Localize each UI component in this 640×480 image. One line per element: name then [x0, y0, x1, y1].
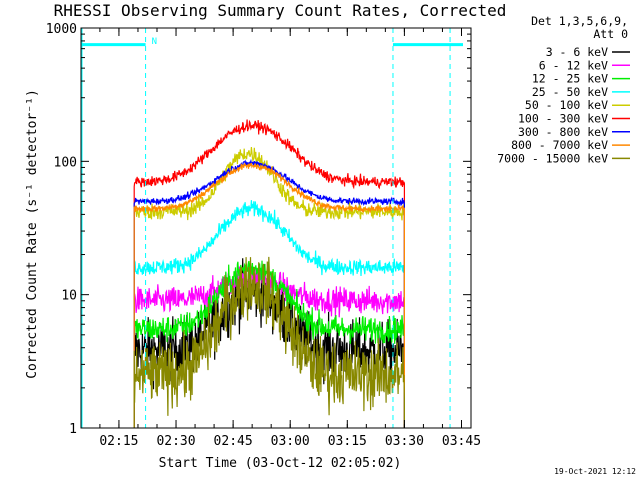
series-line-9: [133, 256, 405, 428]
legend-label-4: 25 - 50 keV: [532, 85, 608, 99]
series-line-6: [133, 119, 405, 428]
legend-label-3: 12 - 25 keV: [532, 72, 608, 86]
legend-label-6: 100 - 300 keV: [518, 112, 608, 126]
annotation-layer: N: [81, 28, 463, 428]
series-line-4: [133, 200, 405, 428]
series-line-8: [133, 162, 405, 428]
x-tick-label-5: 03:15: [328, 434, 367, 449]
plot-frame: [80, 27, 472, 429]
x-tick-label-4: 03:00: [271, 434, 310, 449]
timestamp: 19-Oct-2021 12:12: [554, 467, 636, 476]
series-layer: [133, 119, 405, 428]
y-tick-label-1: 1: [69, 422, 77, 437]
x-tick-label-3: 02:45: [214, 434, 253, 449]
series-line-7: [133, 158, 405, 428]
y-axis-label: Corrected Count Rate (s⁻¹ detector⁻¹): [25, 89, 40, 379]
x-tick-label-6: 03:30: [385, 434, 424, 449]
x-axis-label: Start Time (03-Oct-12 02:05:02): [159, 456, 402, 471]
x-tick-label-2: 02:30: [156, 434, 195, 449]
legend-label-7: 300 - 800 keV: [518, 125, 608, 139]
y-tick-label-4: 1000: [46, 22, 77, 37]
legend-header-line-1: Det 1,3,5,6,9,: [531, 14, 628, 28]
night-flag-label: N: [152, 37, 157, 47]
legend-label-9: 7000 - 15000 keV: [497, 151, 608, 165]
legend-header-line-2: Att 0: [593, 27, 628, 41]
x-tick-label-7: 03:45: [442, 434, 481, 449]
legend-label-2: 6 - 12 keV: [539, 58, 608, 72]
legend-label-1: 3 - 6 keV: [546, 45, 608, 59]
chart-title: RHESSI Observing Summary Count Rates, Co…: [54, 1, 507, 20]
y-tick-label-2: 10: [61, 289, 77, 304]
x-tick-label-1: 02:15: [99, 434, 138, 449]
legend-label-5: 50 - 100 keV: [525, 98, 608, 112]
legend-label-8: 800 - 7000 keV: [511, 138, 608, 152]
y-tick-label-3: 100: [54, 155, 77, 170]
axes: 02:15 02:30 02:45 03:00 03:15 03:30 03:45 1 10 10…: [46, 22, 481, 449]
